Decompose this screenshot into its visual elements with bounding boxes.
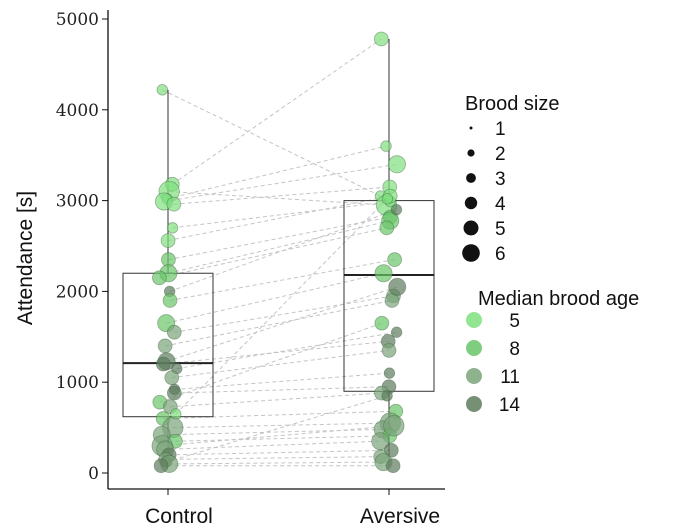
data-point [164,370,180,386]
pair-line [163,163,398,203]
color-legend-title: Median brood age [478,288,639,310]
pair-line [165,456,381,460]
color-legend-label: 11 [500,367,520,388]
pair-line [161,428,383,436]
x-tick-label: Control [145,505,213,527]
y-tick-label: 4000 [56,101,99,121]
color-legend-label: 8 [509,339,520,360]
data-point [383,415,405,437]
pair-line [170,392,382,408]
size-legend-symbol [469,126,473,130]
size-legend-symbol [462,244,480,262]
size-legend-symbol [464,196,478,210]
pair-line [162,425,394,447]
x-tick-label: Aversive [360,505,440,527]
size-legend-title: Brood size [465,93,560,115]
pair-line [159,322,382,403]
pair-line [169,461,384,465]
pair-line [174,386,389,394]
axes: 0 1000 2000 3000 4000 5000 Control Aversive Atte… [14,10,445,527]
color-legend-label: 14 [499,395,521,416]
size-legend-label: 6 [495,244,506,265]
color-legend-symbol [466,340,482,356]
size-legend-symbol [466,173,476,183]
data-point [156,84,168,96]
pair-lines [159,38,398,467]
size-legend-label: 4 [495,194,506,215]
pair-line [166,286,398,362]
data-point [380,140,392,152]
pair-line [169,191,387,206]
y-tick-label: 0 [88,464,99,484]
size-legend-symbol [463,220,479,236]
data-point [166,196,182,212]
size-legend-symbol [467,149,475,157]
pair-line [171,349,390,379]
pair-line [162,89,381,197]
y-tick-label: 1000 [56,373,99,393]
data-point [155,356,171,372]
pair-line [168,216,391,261]
pair-line [173,186,390,205]
data-point [388,277,407,296]
pair-line [172,201,391,229]
pair-line [174,295,394,333]
data-point [390,326,403,338]
pair-line [172,422,391,429]
pair-line [166,272,384,324]
pair-line [165,440,381,450]
data-point [383,442,399,458]
data-point [383,367,396,379]
pair-line [167,145,387,200]
pair-line [172,38,382,185]
data-points [151,31,407,474]
data-point [387,155,406,174]
data-point [374,315,390,331]
pair-line [175,198,388,415]
y-tick-label: 2000 [56,282,99,302]
data-point [379,220,395,236]
data-point [390,203,403,216]
size-legend-label: 2 [495,144,506,165]
data-point [157,338,173,354]
pair-line [175,435,390,442]
size-legend-label: 5 [495,219,506,240]
data-point [385,458,401,474]
pair-line [163,410,396,420]
pair-line [166,395,388,463]
pair-line [169,209,397,292]
data-point [374,264,393,283]
pair-line [169,259,395,301]
color-legend-symbol [466,396,482,412]
color-legend-label: 5 [509,311,520,332]
color-legend-symbol [466,368,482,384]
pair-line [159,227,387,279]
data-point [381,343,397,358]
data-point [387,252,402,267]
data-point [166,385,182,401]
data-point [381,390,393,402]
data-point [152,270,167,286]
y-tick-label: 5000 [56,10,99,30]
color-legend-symbol [466,312,482,328]
y-tick-label: 3000 [56,192,99,212]
pair-line [168,220,391,274]
pair-line [165,299,393,347]
pair-line [174,372,390,390]
size-legend-label: 3 [495,169,506,190]
data-point [166,324,182,340]
pair-line [169,449,392,456]
pair-line [167,195,391,242]
data-point [162,293,178,308]
data-point [373,31,389,47]
data-point [160,233,176,248]
data-point [381,193,394,205]
size-legend-label: 1 [495,119,506,140]
y-axis-label: Attendance [s] [14,191,37,325]
data-point [166,222,179,234]
data-point [153,458,169,474]
